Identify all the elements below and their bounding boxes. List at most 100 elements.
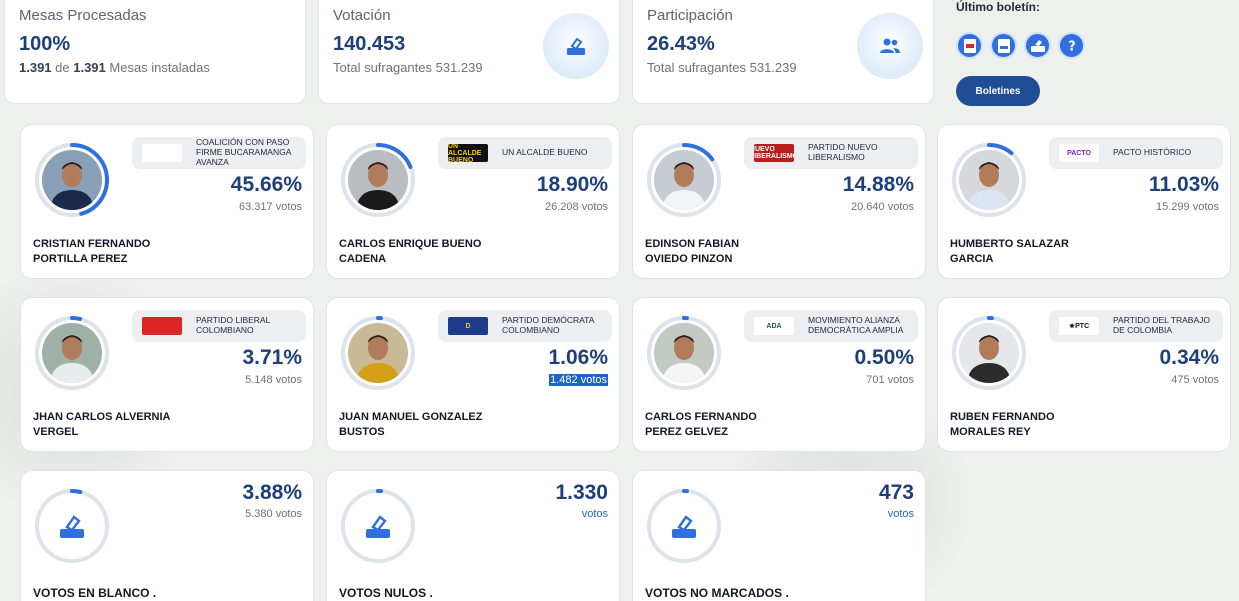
vote-percentage: 11.03% — [1148, 173, 1219, 196]
special-vote-sub: votos — [887, 508, 914, 520]
vote-progress-ring — [33, 141, 111, 219]
candidate-name: CRISTIAN FERNANDO PORTILLA PEREZ — [33, 237, 233, 267]
party-logo: D — [448, 317, 488, 335]
party-name: COALICIÓN CON PASO FIRME BUCARAMANGA AVA… — [196, 137, 291, 167]
vote-percentage: 14.88% — [842, 173, 914, 196]
candidate-name-line: OVIEDO PINZON — [645, 253, 733, 265]
vote-percentage: 3.71% — [242, 346, 302, 369]
party-name: UN ALCALDE BUENO — [502, 147, 588, 158]
stat-label: Mesas Procesadas — [19, 7, 147, 24]
special-vote-card[interactable]: 3.88% 5.380 votos VOTOS EN BLANCO . — [20, 470, 314, 601]
stat-sub: 1.391 de 1.391 Mesas instaladas — [19, 60, 210, 75]
candidate-name: JHAN CARLOS ALVERNIA VERGEL — [33, 410, 233, 440]
party-logo: ★PTC — [1059, 317, 1099, 335]
party-logo — [142, 144, 182, 162]
party-tag: COALICIÓN CON PASO FIRME BUCARAMANGA AVA… — [132, 137, 306, 169]
stat-label: Participación — [647, 7, 733, 24]
json-icon[interactable] — [990, 32, 1017, 59]
stat-card-votacion: Votación 140.453 Total sufragantes 531.2… — [318, 0, 620, 104]
special-vote-name: VOTOS NO MARCADOS . — [645, 586, 789, 600]
candidate-photo — [654, 150, 714, 210]
party-tag: ★PTC PARTIDO DEL TRABAJO DE COLOMBIA — [1049, 310, 1223, 342]
candidate-name: RUBEN FERNANDO MORALES REY — [950, 410, 1150, 440]
candidate-name-line: JHAN CARLOS ALVERNIA — [33, 411, 171, 423]
stat-value: 26.43% — [647, 33, 715, 55]
vote-count: 15.299 votos — [1156, 201, 1219, 213]
candidate-name-line: BUSTOS — [339, 426, 385, 438]
party-name: PARTIDO LIBERAL COLOMBIANO — [196, 315, 271, 335]
special-vote-value: 1.330 — [555, 481, 608, 504]
ballot-icon — [543, 13, 609, 79]
candidate-name-line: VERGEL — [33, 426, 79, 438]
special-vote-sub: votos — [581, 508, 608, 520]
stat-card-participacion: Participación 26.43% Total sufragantes 5… — [632, 0, 934, 104]
vote-percentage: 0.50% — [854, 346, 914, 369]
vote-percentage: 45.66% — [230, 173, 302, 196]
stat-value: 140.453 — [333, 33, 406, 55]
party-name: PARTIDO NUEVO LIBERALISMO — [808, 142, 878, 162]
candidate-name-line: GARCIA — [950, 253, 994, 265]
party-tag: NUEVO LIBERALISMO PARTIDO NUEVO LIBERALIS… — [744, 137, 918, 169]
candidate-name-line: HUMBERTO SALAZAR — [950, 238, 1069, 250]
candidate-name-line: CADENA — [339, 253, 387, 265]
vote-progress-ring — [339, 141, 417, 219]
party-name: PARTIDO DEL TRABAJO DE COLOMBIA — [1113, 315, 1210, 335]
candidate-card[interactable]: ADA MOVIMIENTO ALIANZA DEMOCRÁTICA AMPLIA… — [632, 297, 926, 452]
bulletin-panel: Último boletín: ? Boletines — [956, 0, 1085, 106]
vote-count: 26.208 votos — [545, 201, 608, 213]
party-tag: ADA MOVIMIENTO ALIANZA DEMOCRÁTICA AMPLIA — [744, 310, 918, 342]
candidate-name-line: CRISTIAN FERNANDO — [33, 238, 151, 250]
vote-progress-ring — [645, 314, 723, 392]
svg-text:?: ? — [1068, 39, 1076, 53]
vote-progress-ring — [950, 141, 1028, 219]
candidate-photo — [42, 323, 102, 383]
party-logo: UN ALCALDE BUENO — [448, 144, 488, 162]
vote-percentage: 18.90% — [536, 173, 608, 196]
candidate-card[interactable]: D PARTIDO DEMÓCRATA COLOMBIANO 1.06% 1.482 … — [326, 297, 620, 452]
party-logo: ADA — [754, 317, 794, 335]
candidate-card[interactable]: UN ALCALDE BUENO UN ALCALDE BUENO 18.90% 26… — [326, 124, 620, 279]
candidate-card[interactable]: ★PTC PARTIDO DEL TRABAJO DE COLOMBIA 0.34%… — [937, 297, 1231, 452]
candidate-photo — [348, 150, 408, 210]
people-icon — [857, 13, 923, 79]
vote-count: 701 votos — [866, 374, 914, 386]
special-vote-value: 3.88% — [242, 481, 302, 504]
candidate-card[interactable]: PARTIDO LIBERAL COLOMBIANO 3.71% 5.148 vot… — [20, 297, 314, 452]
vote-count: 475 votos — [1171, 374, 1219, 386]
candidate-name-line: CARLOS FERNANDO — [645, 411, 757, 423]
candidate-card[interactable]: NUEVO LIBERALISMO PARTIDO NUEVO LIBERALIS… — [632, 124, 926, 279]
candidate-card[interactable]: PACTO PACTO HISTÓRICO 11.03% 15.299 votos HU… — [937, 124, 1231, 279]
stat-sub: Total sufragantes 531.239 — [647, 60, 797, 75]
vote-percentage: 0.34% — [1159, 346, 1219, 369]
party-name: PACTO HISTÓRICO — [1113, 147, 1192, 158]
ballot-icon — [42, 496, 102, 556]
candidate-name: CARLOS ENRIQUE BUENO CADENA — [339, 237, 539, 267]
boletines-button[interactable]: Boletines — [956, 76, 1040, 106]
party-name: PARTIDO DEMÓCRATA COLOMBIANO — [502, 315, 594, 335]
special-vote-card[interactable]: 1.330 votos VOTOS NULOS . — [326, 470, 620, 601]
party-tag: PARTIDO LIBERAL COLOMBIANO — [132, 310, 306, 342]
vote-count: 20.640 votos — [851, 201, 914, 213]
party-tag: D PARTIDO DEMÓCRATA COLOMBIANO — [438, 310, 612, 342]
bulletin-title: Último boletín: — [956, 0, 1040, 14]
party-logo: NUEVO LIBERALISMO — [754, 144, 794, 162]
special-vote-name: VOTOS EN BLANCO . — [33, 586, 157, 600]
special-vote-name: VOTOS NULOS . — [339, 586, 433, 600]
vote-count: 63.317 votos — [239, 201, 302, 213]
candidate-photo — [959, 150, 1019, 210]
candidate-name: EDINSON FABIAN OVIEDO PINZON — [645, 237, 845, 267]
vote-progress-ring — [950, 314, 1028, 392]
party-tag: UN ALCALDE BUENO UN ALCALDE BUENO — [438, 137, 612, 169]
candidate-name-line: JUAN MANUEL GONZALEZ — [339, 411, 483, 423]
vote-progress-ring — [645, 141, 723, 219]
candidate-name: CARLOS FERNANDO PEREZ GELVEZ — [645, 410, 845, 440]
vote-count: 5.148 votos — [245, 374, 302, 386]
pdf-icon[interactable] — [956, 32, 983, 59]
special-vote-sub: 5.380 votos — [245, 508, 302, 520]
candidate-card[interactable]: COALICIÓN CON PASO FIRME BUCARAMANGA AVA… — [20, 124, 314, 279]
ballot-icon — [348, 496, 408, 556]
help-icon[interactable]: ? — [1058, 32, 1085, 59]
stat-card-mesas: Mesas Procesadas 100% 1.391 de 1.391 Mes… — [4, 0, 306, 104]
special-vote-card[interactable]: 473 votos VOTOS NO MARCADOS . — [632, 470, 926, 601]
archive-icon[interactable] — [1024, 32, 1051, 59]
